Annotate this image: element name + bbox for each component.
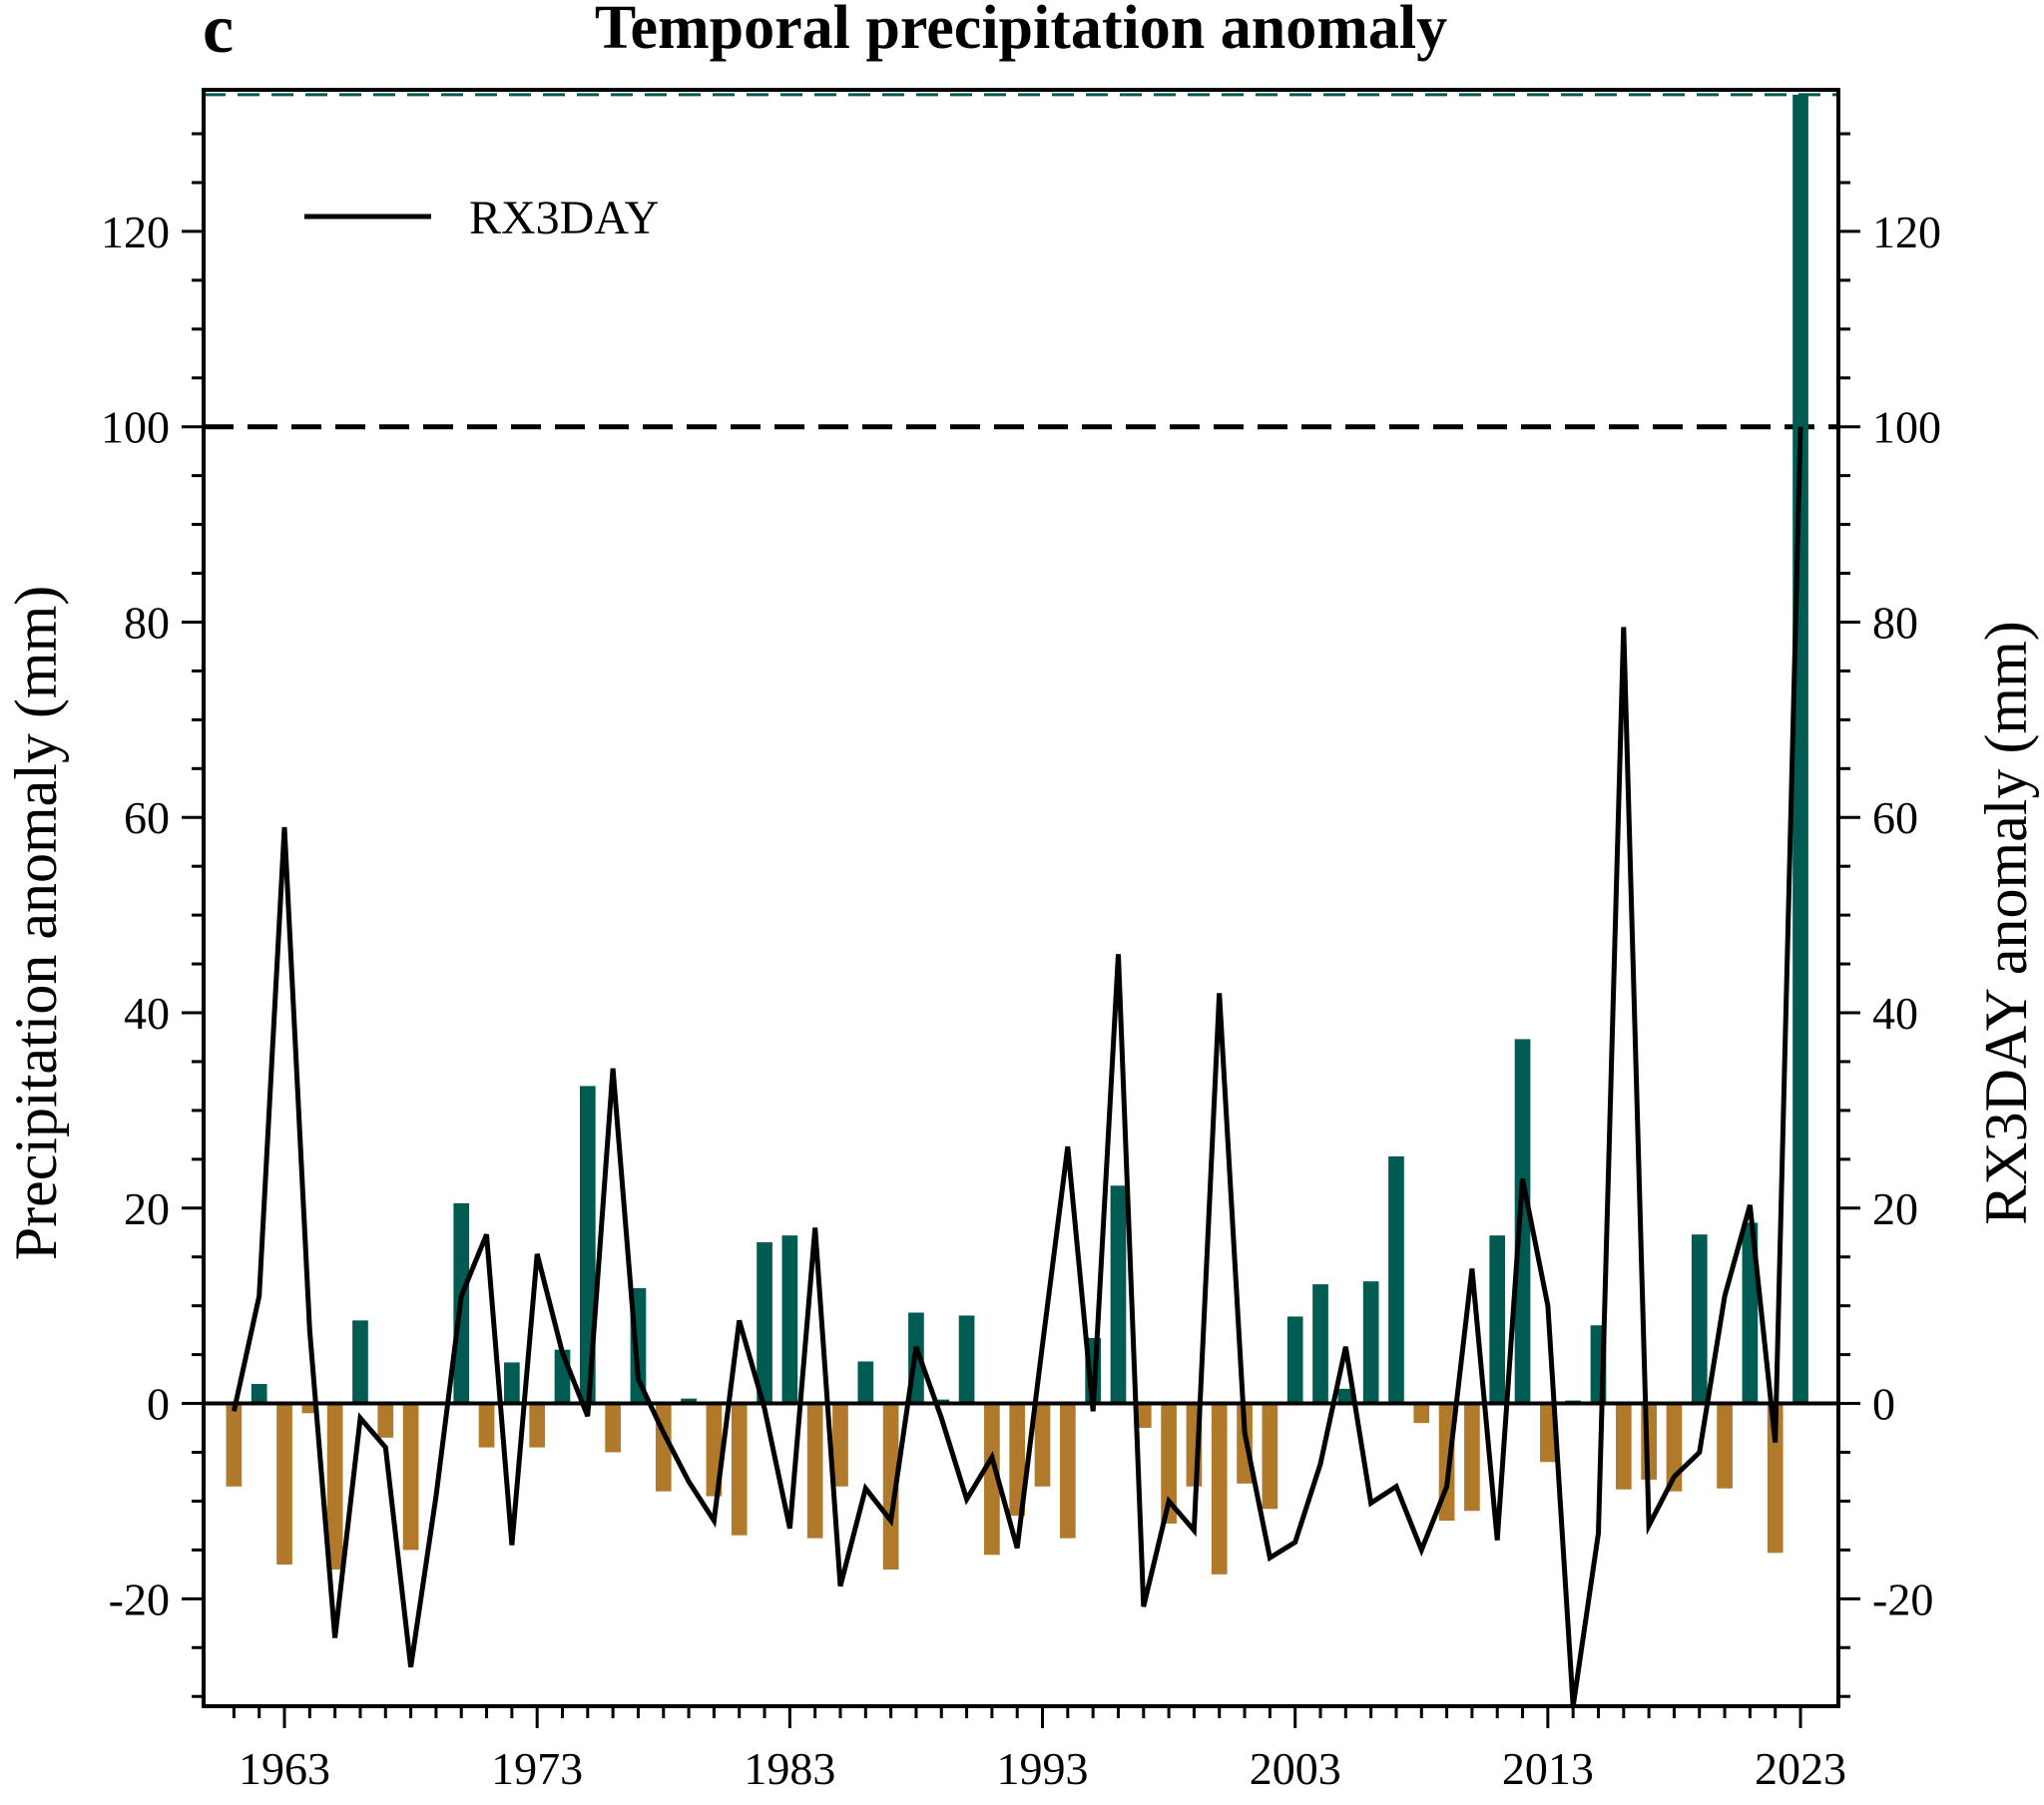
- axis-tick-labels: -20 0 20 40 60 80 100 120 -20 0 20 40 60 80 100 120 1963…: [101, 207, 1941, 1794]
- y-tick-label-left: 0: [147, 1379, 170, 1430]
- bar-2016: [1615, 1403, 1632, 1490]
- bar-2004: [1312, 1284, 1328, 1404]
- bar-2022: [1767, 1403, 1784, 1554]
- reference-lines: [204, 93, 1838, 430]
- y-tick-label-right: 100: [1872, 402, 1941, 453]
- y-tick-label-right: 60: [1872, 792, 1918, 843]
- plot-frame: [202, 88, 1840, 1708]
- y-tick-label-right: 0: [1872, 1379, 1895, 1430]
- bar-2000: [1211, 1403, 1228, 1575]
- y-axis-title-left: Precipitation anomaly (mm): [3, 586, 69, 1261]
- bar-2013: [1540, 1403, 1556, 1463]
- x-tick-label: 2023: [1755, 1743, 1846, 1794]
- bar-1976: [605, 1403, 621, 1453]
- y-tick-label-left: 60: [124, 792, 170, 843]
- bar-1984: [806, 1403, 823, 1539]
- bar-2021: [1742, 1222, 1759, 1404]
- y-tick-label-right: 20: [1872, 1183, 1918, 1234]
- bar-1997: [1135, 1403, 1152, 1429]
- panel-letter: c: [203, 0, 234, 68]
- bar-1994: [1059, 1403, 1076, 1539]
- bar-1972: [504, 1362, 520, 1404]
- bar-2007: [1388, 1155, 1404, 1404]
- bars-group: [226, 94, 1808, 1575]
- y-tick-label-right: 120: [1872, 207, 1941, 257]
- legend-label-rx3day: RX3DAY: [469, 192, 659, 244]
- y-axis-title-right: RX3DAY anomaly (mm): [1973, 621, 2039, 1225]
- y-tick-label-left: 80: [124, 597, 170, 648]
- bar-1967: [377, 1403, 394, 1438]
- chart-title: Temporal precipitation anomaly: [595, 0, 1447, 62]
- bar-2012: [1514, 1039, 1531, 1404]
- bar-2011: [1489, 1235, 1506, 1404]
- y-tick-label-left: -20: [109, 1574, 170, 1624]
- rx3day-line: [231, 426, 1803, 1707]
- y-tick-label-right: -20: [1872, 1574, 1933, 1624]
- bar-2010: [1464, 1403, 1480, 1512]
- bar-2008: [1413, 1403, 1430, 1424]
- bar-1985: [832, 1403, 848, 1487]
- legend: RX3DAY: [304, 192, 659, 244]
- bar-2018: [1666, 1403, 1683, 1492]
- bar-1968: [402, 1403, 419, 1551]
- y-tick-label-left: 20: [124, 1183, 170, 1234]
- bar-1982: [757, 1242, 772, 1404]
- bar-1983: [781, 1235, 798, 1404]
- bar-1986: [857, 1361, 874, 1404]
- y-tick-label-right: 40: [1872, 988, 1918, 1039]
- bar-1979: [681, 1398, 697, 1404]
- bar-1963: [276, 1403, 292, 1566]
- y-tick-label-right: 80: [1872, 597, 1918, 648]
- bar-1964: [301, 1403, 318, 1414]
- bar-1993: [1034, 1403, 1051, 1487]
- bar-1996: [1110, 1185, 1127, 1404]
- bar-1998: [1161, 1403, 1177, 1524]
- x-tick-label: 1973: [491, 1743, 583, 1794]
- bar-1992: [1009, 1403, 1026, 1517]
- bar-1965: [326, 1403, 343, 1570]
- x-tick-label: 1963: [239, 1743, 330, 1794]
- bar-1962: [251, 1383, 267, 1404]
- bar-1991: [984, 1403, 1000, 1556]
- bar-1990: [958, 1315, 975, 1404]
- y-tick-label-left: 100: [101, 402, 170, 453]
- bar-1971: [478, 1403, 495, 1448]
- bar-2006: [1362, 1281, 1379, 1404]
- axis-ticks: [182, 132, 1860, 1728]
- bar-2003: [1286, 1316, 1303, 1404]
- bar-2002: [1262, 1403, 1278, 1510]
- x-tick-label: 1983: [744, 1743, 835, 1794]
- bar-1973: [529, 1403, 546, 1448]
- bar-1987: [882, 1403, 899, 1570]
- bar-2023: [1792, 94, 1808, 1404]
- y-tick-label-left: 40: [124, 988, 170, 1039]
- x-tick-label: 1993: [997, 1743, 1089, 1794]
- bar-1966: [352, 1320, 368, 1404]
- bar-2005: [1337, 1388, 1354, 1404]
- bar-2019: [1691, 1234, 1708, 1404]
- bar-2020: [1717, 1403, 1733, 1489]
- bar-1981: [731, 1403, 748, 1536]
- bar-1975: [579, 1086, 596, 1404]
- x-tick-label: 2013: [1502, 1743, 1594, 1794]
- y-tick-label-left: 120: [101, 207, 170, 257]
- x-tick-label: 2003: [1250, 1743, 1341, 1794]
- bar-1961: [226, 1403, 243, 1487]
